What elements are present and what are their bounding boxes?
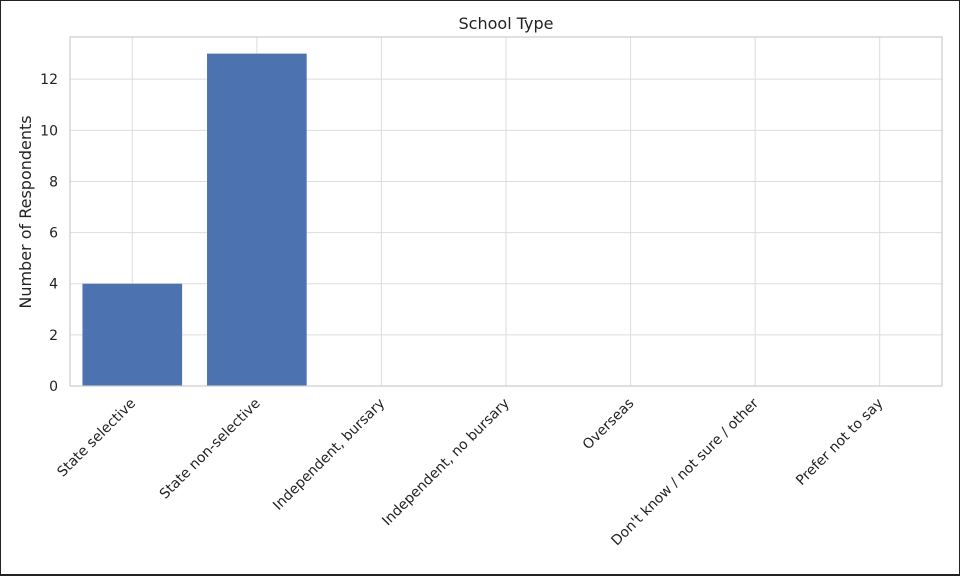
bar: [82, 283, 183, 386]
x-tick-label: State non-selective: [157, 396, 264, 503]
y-axis-title: Number of Respondents: [16, 115, 35, 308]
y-tick-label: 10: [40, 123, 58, 139]
y-tick-label: 8: [49, 174, 58, 190]
y-tick-label: 12: [40, 72, 58, 88]
x-tick-label: Prefer not to say: [793, 396, 886, 489]
y-tick-label: 2: [49, 328, 58, 344]
y-tick-label: 0: [49, 379, 58, 395]
bar-layer: [82, 53, 307, 386]
grid-layer: [70, 37, 942, 387]
plot-border: [69, 36, 943, 387]
x-tick-label: State selective: [54, 396, 139, 481]
chart-title: School Type: [459, 14, 554, 33]
x-tick-label: Independent, no bursary: [379, 396, 513, 530]
x-tick-label: Don't know / not sure / other: [608, 395, 762, 549]
x-tick-label: Overseas: [580, 396, 638, 454]
bar: [207, 53, 307, 386]
y-tick-label: 6: [49, 226, 58, 242]
y-tick-label: 4: [49, 277, 58, 293]
x-tick-label: Independent, bursary: [270, 396, 388, 514]
